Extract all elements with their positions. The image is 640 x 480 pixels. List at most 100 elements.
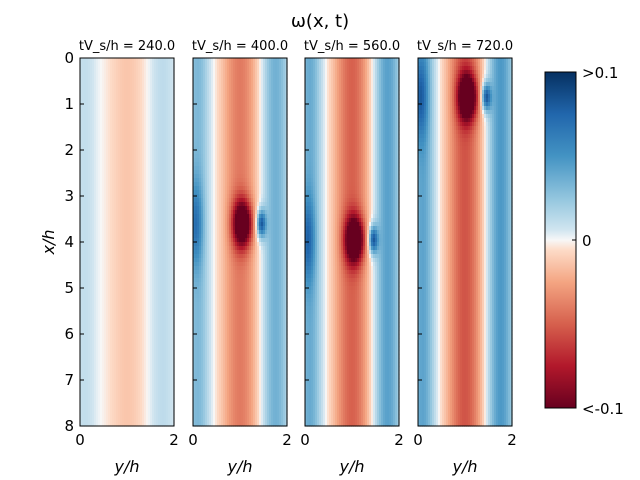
heatmap-cell (122, 86, 125, 91)
heatmap-cell (120, 70, 123, 75)
heatmap-cell (162, 130, 165, 135)
heatmap-cell (134, 126, 137, 131)
heatmap-cell (148, 58, 151, 63)
heatmap-cell (136, 138, 139, 143)
heatmap-cell (92, 118, 95, 123)
heatmap-cell (80, 78, 83, 83)
heatmap-cell (102, 70, 105, 75)
heatmap-cell (144, 122, 147, 127)
heatmap-cell (130, 74, 133, 79)
y-tick-label: 4 (64, 233, 74, 251)
heatmap-cell (112, 126, 115, 131)
heatmap-cell (130, 90, 133, 95)
heatmap-cell (156, 106, 159, 111)
heatmap-cell (124, 106, 127, 111)
heatmap-cell (104, 58, 107, 63)
heatmap-cell (102, 94, 105, 99)
heatmap-cell (106, 74, 109, 79)
heatmap-cell (112, 98, 115, 103)
heatmap-cell (126, 138, 129, 143)
heatmap-cell (100, 62, 103, 67)
heatmap-cell (166, 134, 169, 139)
heatmap-cell (100, 122, 103, 127)
heatmap-cell (96, 154, 99, 159)
heatmap-cell (160, 126, 163, 131)
heatmap-cell (118, 62, 121, 67)
heatmap-cell (150, 98, 153, 103)
heatmap-cell (160, 70, 163, 75)
heatmap-cell (104, 62, 107, 67)
heatmap-cell (90, 122, 93, 127)
heatmap-cell (166, 74, 169, 79)
heatmap-cell (114, 134, 117, 139)
heatmap-cell (96, 118, 99, 123)
heatmap-cell (142, 146, 145, 151)
heatmap-cell (90, 102, 93, 107)
heatmap-cell (144, 90, 147, 95)
heatmap-cell (168, 70, 171, 75)
heatmap-cell (108, 150, 111, 155)
heatmap-cell (126, 146, 129, 151)
heatmap-cell (128, 114, 131, 119)
heatmap-cell (144, 70, 147, 75)
heatmap-cell (104, 146, 107, 151)
heatmap-cell (100, 118, 103, 123)
heatmap-cell (120, 98, 123, 103)
heatmap-cell (164, 134, 167, 139)
heatmap-cell (168, 94, 171, 99)
heatmap-cell (112, 70, 115, 75)
heatmap-cell (122, 134, 125, 139)
heatmap-cell (90, 142, 93, 147)
heatmap-cell (122, 110, 125, 115)
heatmap-cell (170, 78, 173, 83)
heatmap-cell (80, 114, 83, 119)
heatmap-cell (156, 130, 159, 135)
heatmap-cell (126, 70, 129, 75)
heatmap-cell (166, 130, 169, 135)
heatmap-cell (130, 126, 133, 131)
heatmap-cell (82, 142, 85, 147)
heatmap-cell (114, 150, 117, 155)
heatmap-cell (80, 134, 83, 139)
heatmap-cell (156, 134, 159, 139)
heatmap-cell (104, 142, 107, 147)
heatmap-cell (108, 138, 111, 143)
heatmap-cell (106, 70, 109, 75)
heatmap-cell (90, 94, 93, 99)
heatmap-cell (106, 142, 109, 147)
heatmap-cell (94, 94, 97, 99)
heatmap-cell (138, 98, 141, 103)
heatmap-cell (126, 110, 129, 115)
heatmap-cell (124, 78, 127, 83)
heatmap-cell (90, 82, 93, 87)
heatmap-cell (134, 102, 137, 107)
heatmap-cell (90, 130, 93, 135)
heatmap-cell (158, 78, 161, 83)
heatmap-cell (122, 62, 125, 67)
heatmap-cell (104, 98, 107, 103)
heatmap-cell (140, 118, 143, 123)
heatmap-cell (168, 138, 171, 143)
heatmap-cell (162, 58, 165, 63)
heatmap-cell (156, 118, 159, 123)
heatmap-cell (94, 86, 97, 91)
heatmap-cell (134, 142, 137, 147)
heatmap-cell (170, 150, 173, 155)
heatmap-cell (90, 154, 93, 159)
heatmap-cell (112, 142, 115, 147)
heatmap-cell (116, 98, 119, 103)
heatmap-cell (122, 142, 125, 147)
heatmap-cell (134, 106, 137, 111)
heatmap-cell (104, 94, 107, 99)
heatmap-cell (96, 102, 99, 107)
heatmap-cell (152, 118, 155, 123)
heatmap-cell (148, 90, 151, 95)
heatmap-cell (100, 114, 103, 119)
heatmap-cell (152, 138, 155, 143)
heatmap-cell (170, 130, 173, 135)
heatmap-cell (88, 98, 91, 103)
heatmap-cell (92, 66, 95, 71)
heatmap-cell (86, 90, 89, 95)
heatmap-cell (142, 142, 145, 147)
heatmap-cell (86, 122, 89, 127)
